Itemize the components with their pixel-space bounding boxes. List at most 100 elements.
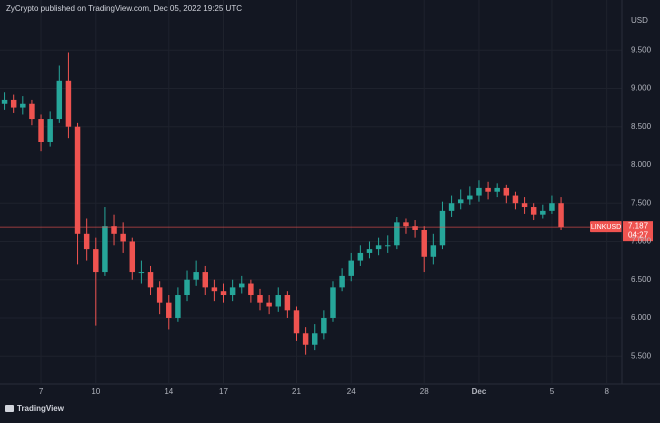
candle-body — [558, 203, 564, 228]
candle — [467, 186, 473, 205]
candle — [38, 114, 44, 152]
y-tick-label: 9.500 — [631, 45, 652, 54]
y-tick-label: 5.500 — [631, 351, 652, 360]
x-tick-label: 17 — [219, 387, 228, 396]
candle — [448, 195, 455, 217]
candle-body — [430, 245, 437, 257]
candle — [220, 283, 227, 303]
candle — [20, 96, 26, 115]
candle-body — [166, 302, 172, 318]
candle-body — [375, 245, 382, 250]
candle-body — [47, 119, 53, 143]
y-tick-label: 7.500 — [631, 198, 652, 207]
candle — [321, 310, 327, 340]
x-tick-label: 28 — [420, 387, 429, 396]
x-tick-label: 24 — [347, 387, 356, 396]
candle-body — [29, 103, 35, 120]
candle-body — [521, 203, 528, 208]
y-tick-label: 8.000 — [631, 160, 652, 169]
candle — [29, 99, 35, 126]
candle — [266, 295, 272, 315]
candle-body — [275, 295, 281, 307]
candle — [147, 265, 154, 296]
candle-body — [439, 210, 446, 246]
candle-body — [284, 295, 291, 311]
candle-body — [357, 252, 364, 261]
y-tick-label: 6.500 — [631, 275, 652, 284]
y-tick-label: 7.000 — [631, 237, 652, 246]
candle — [211, 279, 218, 302]
candle — [175, 287, 181, 322]
candle — [439, 201, 446, 250]
candle-body — [239, 283, 245, 288]
candle-body — [302, 333, 309, 345]
candle — [293, 306, 300, 341]
currency-label: USD — [631, 16, 648, 25]
candle — [1, 92, 8, 110]
candle-body — [540, 210, 546, 215]
candle — [494, 183, 500, 198]
x-tick-label: 21 — [292, 387, 301, 396]
candle — [521, 197, 528, 214]
candle — [339, 268, 345, 292]
candle — [530, 203, 537, 221]
candle-body — [293, 310, 300, 334]
candle-body — [138, 272, 145, 274]
candle — [138, 260, 145, 284]
candle-body — [74, 126, 81, 234]
candle — [312, 324, 318, 351]
price-label-box — [623, 221, 653, 242]
candle-body — [384, 245, 391, 247]
candle — [47, 111, 53, 147]
candle — [558, 197, 564, 230]
candle — [457, 189, 464, 210]
x-tick-label: 7 — [39, 387, 44, 396]
candle — [74, 122, 81, 265]
candle — [111, 214, 117, 246]
candle — [93, 237, 99, 326]
candle — [184, 270, 190, 302]
candle-body — [512, 195, 519, 204]
candle — [430, 233, 437, 265]
candle — [83, 218, 90, 261]
candle-body — [193, 272, 199, 280]
candle — [394, 216, 400, 250]
y-tick-label: 8.500 — [631, 122, 652, 131]
candle — [330, 281, 336, 322]
candle-body — [20, 103, 26, 108]
candle-body — [485, 187, 491, 192]
candle-body — [321, 317, 327, 334]
candle — [476, 180, 482, 202]
candle-body — [312, 333, 318, 345]
candle — [275, 287, 281, 312]
candle — [403, 218, 409, 234]
candle-body — [257, 295, 263, 303]
candle-body — [102, 226, 108, 273]
candles — [1, 52, 564, 355]
candle-body — [330, 287, 336, 318]
candle-body — [403, 222, 409, 227]
candle — [193, 260, 199, 286]
candle — [512, 191, 519, 210]
candle — [129, 237, 136, 280]
candle — [65, 52, 72, 139]
last-price-label: 7.187 — [628, 221, 649, 230]
symbol-label: LINKUSD — [591, 224, 621, 231]
header-title: ZyCrypto published on TradingView.com, D… — [6, 4, 242, 13]
candle-body — [65, 80, 72, 127]
candle — [302, 327, 309, 355]
candle-body — [530, 207, 537, 215]
candle-body — [38, 119, 44, 143]
candle — [549, 195, 555, 214]
countdown-label: 04:27 — [628, 230, 649, 239]
candle — [366, 241, 373, 259]
candle-body — [10, 99, 17, 108]
candle-body — [229, 287, 236, 296]
candle-body — [147, 272, 154, 288]
candle-body — [348, 260, 354, 276]
candle-body — [421, 229, 427, 257]
candle — [375, 237, 382, 256]
brand-logo: TradingView — [5, 404, 65, 413]
